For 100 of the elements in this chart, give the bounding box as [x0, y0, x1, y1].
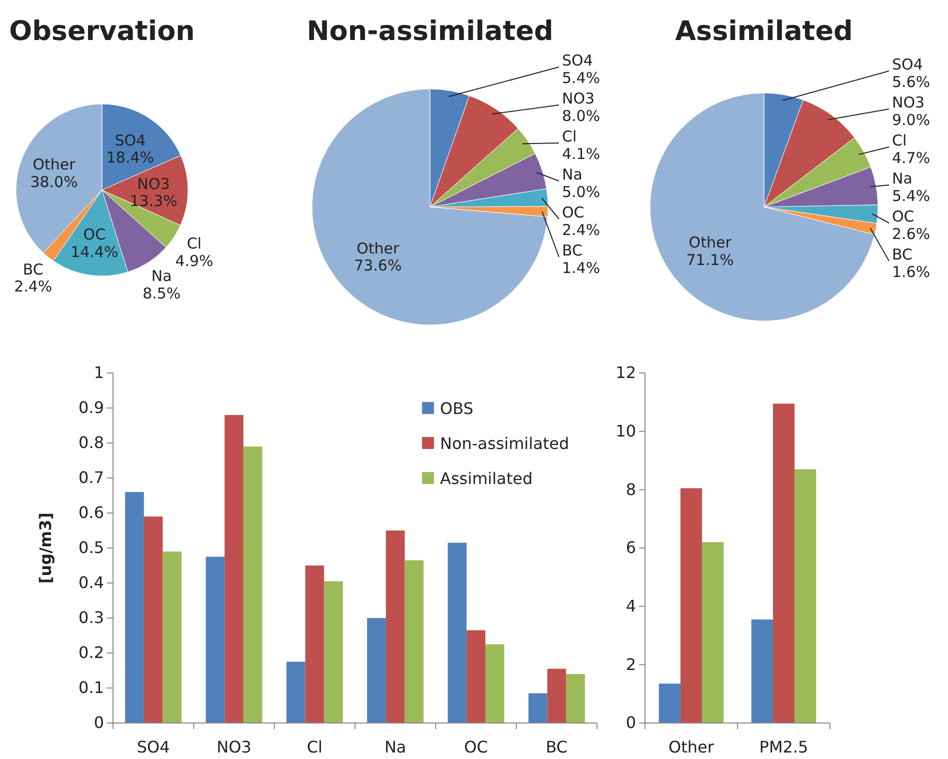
bar: [324, 581, 343, 723]
slice-label: NO3: [892, 94, 925, 112]
slice-label: Other: [688, 234, 732, 252]
slice-label: Na: [151, 267, 172, 286]
bar: [305, 566, 324, 723]
slice-label: BC: [892, 246, 913, 264]
x-tick-label: OC: [464, 737, 488, 756]
y-tick-label: 0.2: [78, 643, 104, 662]
bar: [386, 530, 405, 723]
data-label: 8.0%: [562, 106, 600, 125]
x-tick-label: Other: [668, 737, 714, 756]
bar: [566, 674, 585, 723]
y-tick-label: 0.8: [78, 433, 104, 452]
y-tick-label: 10: [616, 421, 636, 440]
slice-label: Other: [356, 239, 400, 258]
slice-label: BC: [22, 260, 44, 278]
data-label: 14.4%: [70, 242, 118, 261]
slice-label: Na: [892, 170, 912, 188]
bar: [466, 630, 486, 723]
y-tick-label: 4: [626, 596, 636, 616]
x-tick-label: NO3: [216, 737, 252, 756]
y-axis-title: [ug/m3]: [36, 512, 55, 584]
y-tick-label: 0: [626, 713, 636, 732]
data-label: 2.4%: [14, 278, 52, 296]
bar: [206, 556, 225, 723]
x-tick-label: BC: [546, 737, 568, 756]
data-label: 13.3%: [130, 192, 178, 210]
bar: [547, 668, 566, 723]
data-label: 38.0%: [30, 172, 78, 191]
bar: [528, 693, 548, 723]
bar: [448, 542, 467, 723]
data-label: 5.6%: [892, 72, 930, 91]
x-tick-label: Cl: [306, 737, 322, 756]
y-tick-label: 0.4: [78, 573, 104, 592]
bar: [485, 644, 504, 723]
chart-title: Non-assimilated: [306, 16, 554, 47]
pie-slice: [312, 88, 548, 326]
x-tick-label: Na: [384, 737, 406, 756]
pie-slice: [650, 92, 875, 322]
slice-label: Na: [562, 166, 582, 184]
y-tick-label: 0.3: [78, 608, 104, 628]
data-label: 2.6%: [892, 224, 930, 243]
slice-label: NO3: [562, 90, 595, 108]
x-tick-label: SO4: [136, 737, 170, 756]
data-label: 2.4%: [562, 220, 600, 239]
slice-label: OC: [562, 204, 584, 222]
slice-label: NO3: [137, 174, 170, 193]
y-tick-label: 0: [94, 713, 104, 732]
bar: [794, 469, 816, 723]
data-label: 9.0%: [892, 110, 930, 129]
data-label: 73.6%: [354, 256, 402, 275]
data-label: 4.7%: [892, 148, 930, 167]
bar: [125, 492, 144, 723]
bar: [243, 446, 262, 723]
y-tick-label: 6: [626, 538, 636, 558]
slice-label: SO4: [892, 56, 923, 74]
y-tick-label: 8: [626, 480, 636, 499]
data-label: 71.1%: [686, 250, 734, 269]
bar: [702, 542, 724, 723]
slice-label: Other: [32, 156, 76, 174]
bar: [144, 516, 163, 723]
legend-label: Assimilated: [440, 469, 533, 488]
slice-label: Cl: [892, 132, 907, 150]
bar: [162, 552, 182, 723]
bar: [367, 618, 386, 723]
slice-label: SO4: [562, 52, 593, 70]
data-label: 4.1%: [562, 144, 600, 163]
y-tick-label: 0.7: [78, 468, 104, 488]
y-tick-label: 2: [626, 654, 636, 674]
y-tick-label: 0.9: [78, 398, 104, 418]
legend-label: Non-assimilated: [440, 434, 570, 453]
data-label: 8.5%: [142, 284, 181, 302]
data-label: 1.4%: [562, 258, 600, 277]
y-tick-label: 0.6: [78, 503, 104, 522]
bar: [772, 404, 795, 723]
slice-label: Cl: [562, 128, 577, 146]
bar: [404, 560, 424, 723]
chart-title: Observation: [9, 16, 195, 47]
data-label: 18.4%: [106, 148, 154, 167]
bar: [658, 684, 680, 723]
y-tick-label: 1: [94, 363, 104, 382]
slice-label: Cl: [186, 234, 202, 253]
data-label: 1.6%: [892, 262, 930, 281]
y-tick-label: 0.5: [78, 538, 104, 558]
bar: [751, 619, 773, 723]
bar: [286, 662, 306, 723]
data-label: 4.9%: [175, 252, 214, 270]
data-label: 5.0%: [562, 182, 600, 201]
data-label: 5.4%: [562, 68, 600, 87]
slice-label: SO4: [114, 131, 146, 150]
slice-label: OC: [892, 208, 914, 226]
y-tick-label: 12: [616, 363, 636, 382]
chart-title: Assimilated: [675, 16, 853, 47]
bar: [224, 415, 244, 723]
data-label: 5.4%: [892, 186, 930, 205]
bar: [680, 488, 702, 723]
slice-label: OC: [83, 226, 106, 244]
legend-label: OBS: [440, 399, 474, 418]
slice-label: BC: [562, 242, 583, 260]
x-tick-label: PM2.5: [759, 737, 808, 756]
